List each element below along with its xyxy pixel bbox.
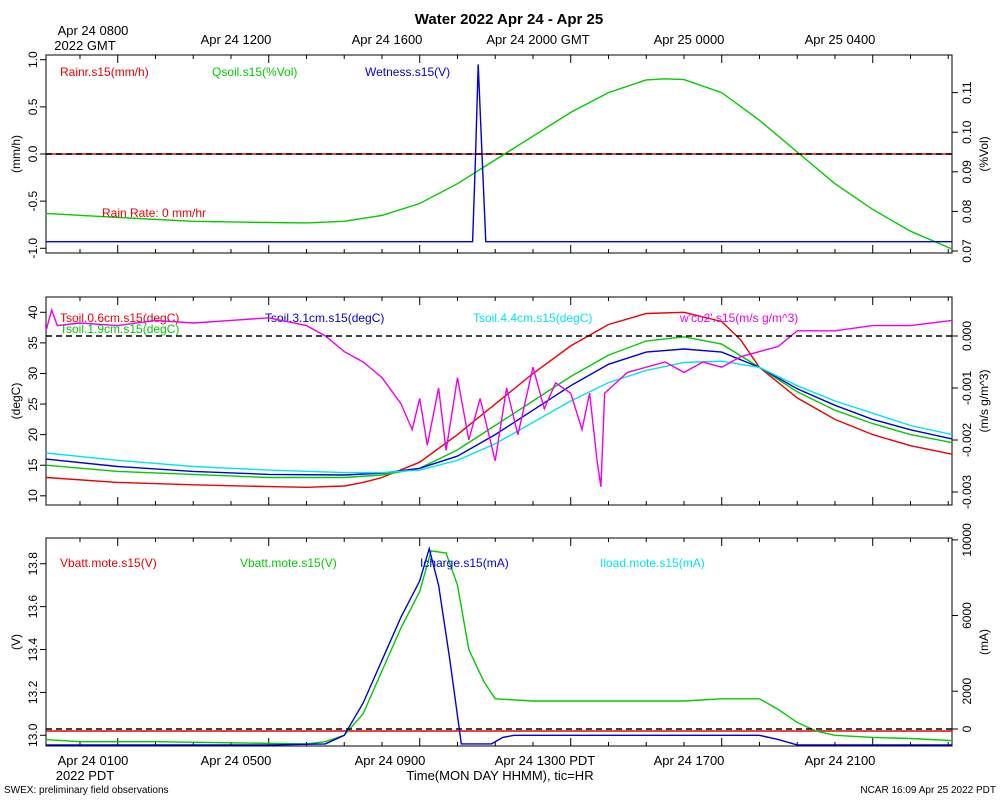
y-tick-label-left: -0.5 xyxy=(26,190,40,211)
top-axis: Apr 24 0800 2022 GMT Apr 24 1200 Apr 24 … xyxy=(54,23,875,53)
legend-entry: Iload.mote.s15(mA) xyxy=(600,556,705,570)
y-tick-label-left: 13.0 xyxy=(26,723,40,747)
top-axis-label: Apr 24 1200 xyxy=(201,32,272,47)
legend-entry: Qsoil.s15(%Vol) xyxy=(212,65,297,79)
y-tick-label-right: 0.000 xyxy=(960,321,974,351)
water-panel: -1.0 -0.5 0.0 0.5 1.0 (mm/h) 0.07 0.08 0.09 0.10 0… xyxy=(9,51,991,263)
y-tick-label-left: 35 xyxy=(26,336,40,350)
y-tick-label-left: 13.6 xyxy=(26,595,40,619)
y-tick-label-right: 0.07 xyxy=(960,239,974,263)
y-tick-label-left: 0.5 xyxy=(26,98,40,115)
top-axis-label: Apr 24 1600 xyxy=(352,32,423,47)
y-axis-title-right: (m/s g/m^3) xyxy=(977,370,991,433)
legend-entry: Tsoil.1.9cm.s15(degC) xyxy=(60,322,179,336)
top-axis-label: Apr 25 0400 xyxy=(805,32,876,47)
footer-timestamp: NCAR 16:09 Apr 25 2022 PDT xyxy=(860,785,996,796)
y-axis-title-right: (mA) xyxy=(977,629,991,655)
series-line xyxy=(45,336,953,479)
rain-rate-annotation: Rain Rate: 0 mm/hr xyxy=(102,206,206,220)
bottom-axis-label: Apr 24 1300 PDT xyxy=(495,753,596,768)
y-tick-label-left: 13.8 xyxy=(26,552,40,576)
legend-entry: Icharge.s15(mA) xyxy=(420,556,509,570)
y-tick-label-left: 1.0 xyxy=(26,51,40,68)
y-tick-label-left: 30 xyxy=(26,366,40,380)
footer-note: SWEX: preliminary field observations xyxy=(4,785,169,796)
y-tick-label-right: 2000 xyxy=(960,677,974,704)
plot-frame xyxy=(45,537,953,747)
series-line xyxy=(46,546,952,746)
bottom-axis: Apr 24 0100 Apr 24 0500 Apr 24 0900 Apr … xyxy=(56,753,876,783)
x-axis-title: Time(MON DAY HHMM), tic=HR xyxy=(406,768,593,783)
plot-frame xyxy=(45,296,953,506)
top-axis-year-label: 2022 GMT xyxy=(54,38,115,53)
y-tick-label-left: 13.2 xyxy=(26,680,40,704)
bottom-axis-label: Apr 24 2100 xyxy=(805,753,876,768)
bottom-axis-year-label: 2022 PDT xyxy=(56,768,115,783)
series-line xyxy=(45,348,953,476)
soil-temperature-panel: 10 15 20 25 30 35 40 (degC) -0.003 -0.002 -0.001 0.… xyxy=(9,296,991,509)
y-tick-label-right: -0.003 xyxy=(960,475,974,509)
top-axis-first-label: Apr 24 0800 xyxy=(58,23,129,38)
power-panel: 13.0 13.2 13.4 13.6 13.8 (V) 0 2000 6000 10000 (mA… xyxy=(9,523,991,747)
y-tick-label-left: 10 xyxy=(26,489,40,503)
legend-entry: Wetness.s15(V) xyxy=(365,65,450,79)
legend-entry: Vbatt.mote.s15(V) xyxy=(240,556,337,570)
top-axis-label: Apr 25 0000 xyxy=(654,32,725,47)
y-tick-label-right: 0.11 xyxy=(960,81,974,104)
bottom-axis-label: Apr 24 0100 xyxy=(58,753,129,768)
legend-entry: Tsoil.3.1cm.s15(degC) xyxy=(265,311,384,325)
y-tick-label-right: -0.002 xyxy=(960,423,974,457)
top-axis-label: Apr 24 2000 GMT xyxy=(486,32,589,47)
y-tick-label-right: -0.001 xyxy=(960,371,974,405)
legend-entry: Vbatt.mote.s15(V) xyxy=(60,556,157,570)
legend-entry: w'co2'.s15(m/s g/m^3) xyxy=(679,311,798,325)
bottom-axis-label: Apr 24 0500 xyxy=(201,753,272,768)
legend-entry: Tsoil.4.4cm.s15(degC) xyxy=(473,311,592,325)
series-line xyxy=(45,307,953,487)
y-tick-label-left: 25 xyxy=(26,397,40,411)
y-tick-label-left: 0.0 xyxy=(26,145,40,162)
bottom-axis-label: Apr 24 1700 xyxy=(654,753,725,768)
y-tick-label-right: 0.08 xyxy=(960,199,974,223)
series-line xyxy=(45,360,953,474)
y-axis-title-left: (degC) xyxy=(9,383,23,420)
y-tick-label-left: 40 xyxy=(26,305,40,319)
y-tick-label-left: 20 xyxy=(26,428,40,442)
y-tick-label-right: 0 xyxy=(960,725,974,732)
y-tick-label-right: 6000 xyxy=(960,602,974,629)
series-line xyxy=(45,550,953,745)
bottom-axis-label: Apr 24 0900 xyxy=(355,753,426,768)
y-tick-label-left: 15 xyxy=(26,458,40,472)
y-tick-label-right: 0.09 xyxy=(960,160,974,184)
y-axis-title-left: (mm/h) xyxy=(9,135,23,173)
y-tick-label-right: 0.10 xyxy=(960,120,974,144)
y-axis-title-right: (%Vol) xyxy=(977,136,991,171)
y-axis-title-left: (V) xyxy=(9,634,23,650)
legend-entry: Rainr.s15(mm/h) xyxy=(60,65,149,79)
y-tick-label-left: 13.4 xyxy=(26,638,40,662)
series-line xyxy=(46,64,952,243)
y-tick-label-left: -1.0 xyxy=(26,238,40,259)
y-tick-label-right: 10000 xyxy=(960,523,974,557)
series-line xyxy=(45,311,953,489)
series-line xyxy=(45,78,953,250)
chart-title: Water 2022 Apr 24 - Apr 25 xyxy=(415,11,603,28)
